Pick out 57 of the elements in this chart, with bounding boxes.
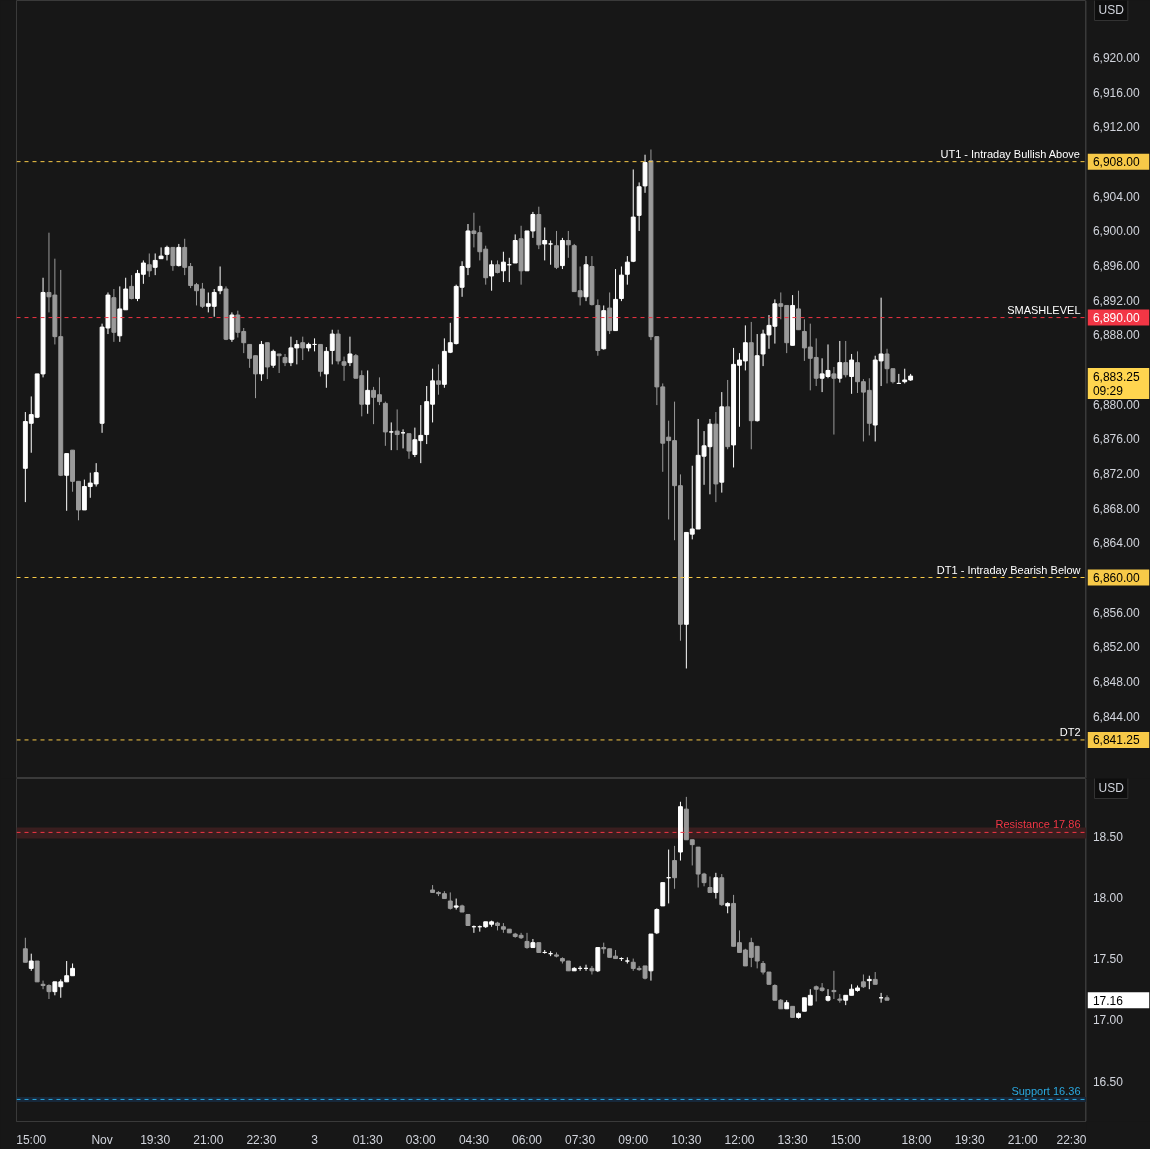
y-tick-label: 6,876.00: [1092, 432, 1140, 447]
y-tick-label: 6,880.00: [1092, 397, 1140, 412]
x-tick-label: 01:30: [352, 1132, 383, 1147]
x-tick-label: 21:00: [193, 1132, 224, 1147]
x-tick-label: 15:00: [16, 1132, 47, 1147]
ref-line-label: DT2: [1059, 725, 1081, 738]
y-tick-label: 17.50: [1092, 952, 1124, 967]
y-tick-label: 17.16: [1092, 993, 1124, 1008]
y-tick-label: 6,844.00: [1092, 709, 1140, 724]
y-tick-label: 6,841.25: [1092, 733, 1140, 748]
x-tick-label: 07:30: [565, 1132, 596, 1147]
x-tick-label: 09:00: [618, 1132, 649, 1147]
y-tick-label: 16.50: [1092, 1074, 1124, 1089]
text: 09:29: [1092, 384, 1124, 399]
y-tick-label: 6,900.00: [1092, 224, 1140, 239]
y-tick-label: 6,912.00: [1092, 120, 1140, 135]
x-tick-label: 03:00: [405, 1132, 437, 1147]
x-tick-label: 18:00: [901, 1132, 932, 1147]
y-tick-label: 6,888.00: [1092, 328, 1140, 343]
text: USD: [1098, 2, 1125, 17]
text: USD: [1098, 780, 1125, 795]
y-tick-label: 6,904.00: [1092, 189, 1140, 204]
x-tick-label: 19:30: [954, 1132, 985, 1147]
y-tick-label: 18.50: [1092, 829, 1124, 844]
ref-line-label: Resistance 17.86: [995, 818, 1081, 831]
x-tick-label: 22:30: [246, 1132, 277, 1147]
y-tick-label: 6,864.00: [1092, 536, 1140, 551]
y-tick-label: 6,908.00: [1092, 155, 1140, 170]
y-tick-label: 6,856.00: [1092, 605, 1140, 620]
x-tick-label: 04:30: [458, 1132, 490, 1147]
y-tick-label: 6,848.00: [1092, 674, 1140, 689]
x-tick-label: 3: [311, 1132, 319, 1147]
y-tick-label: 6,892.00: [1092, 293, 1140, 308]
x-tick-label: 10:30: [671, 1132, 702, 1147]
x-tick-label: 19:30: [140, 1132, 171, 1147]
ref-line-label: DT1 - Intraday Bearish Below: [936, 563, 1081, 576]
y-tick-label: 6,872.00: [1092, 467, 1140, 482]
y-tick-label: 6,890.00: [1092, 311, 1140, 326]
x-tick-label: 21:00: [1007, 1132, 1039, 1147]
ref-line-label: UT1 - Intraday Bullish Above: [940, 147, 1080, 160]
x-tick-label: Nov: [91, 1132, 113, 1147]
y-tick-label: 6,860.00: [1092, 571, 1140, 585]
x-tick-label: 22:30: [1056, 1132, 1087, 1147]
y-tick-label: 17.00: [1092, 1013, 1124, 1028]
y-tick-label: 6,868.00: [1092, 501, 1140, 516]
x-tick-label: 12:00: [724, 1132, 755, 1147]
x-tick-label: 06:00: [511, 1132, 543, 1147]
y-tick-label: 18.00: [1092, 890, 1124, 905]
ref-line-label: Support 16.36: [1011, 1085, 1081, 1098]
y-tick-label: 6,916.00: [1092, 85, 1140, 100]
x-tick-label: 15:00: [830, 1132, 862, 1147]
ref-line-label: SMASHLEVEL: [1007, 303, 1081, 316]
y-tick-label: 6,852.00: [1092, 640, 1140, 655]
y-tick-label: 6,896.00: [1092, 259, 1140, 274]
y-tick-label: 6,883.25: [1092, 369, 1140, 384]
y-tick-label: 6,920.00: [1092, 51, 1140, 66]
x-tick-label: 13:30: [777, 1132, 808, 1147]
